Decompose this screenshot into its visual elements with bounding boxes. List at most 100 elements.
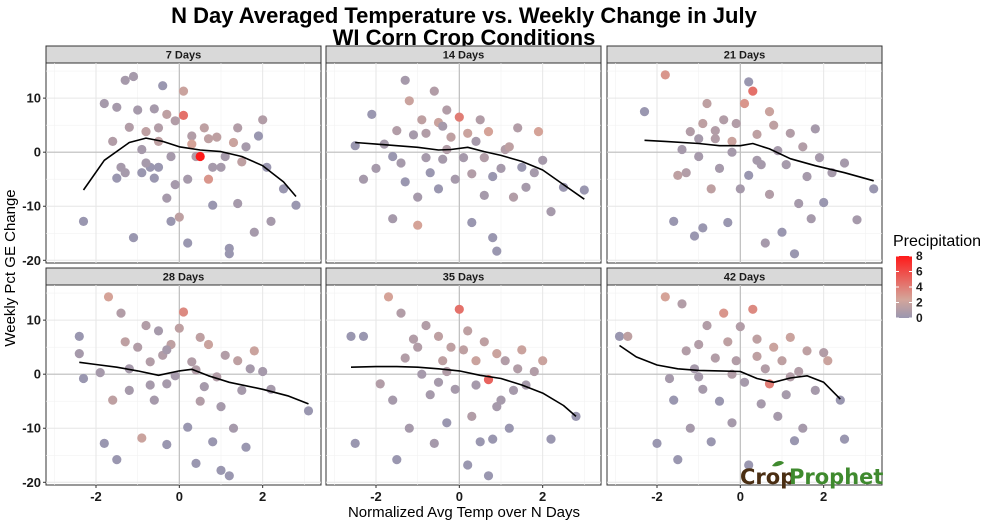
data-point	[529, 366, 539, 377]
data-point	[719, 308, 729, 318]
data-point	[208, 200, 218, 210]
cropprophet-logo: Crop Prophet	[740, 461, 883, 489]
data-point	[744, 460, 754, 470]
data-point	[538, 356, 548, 366]
data-point	[760, 238, 770, 248]
legend: Precipitation 02 46 8	[893, 233, 981, 325]
data-point	[764, 189, 775, 199]
trend-line	[350, 365, 577, 418]
data-point	[760, 364, 770, 374]
data-point	[694, 151, 704, 162]
data-point	[744, 170, 754, 180]
data-point	[488, 171, 498, 182]
facet-panels: 7 Days 14 Days 21 Days 28 Days 35 Days 42 Day…	[45, 45, 883, 486]
data-point	[442, 418, 452, 428]
logo-text-crop: Crop	[740, 465, 795, 489]
data-point	[458, 345, 469, 355]
data-point	[375, 379, 385, 389]
data-point	[483, 471, 494, 481]
data-point	[195, 396, 205, 406]
data-point	[810, 385, 820, 395]
legend-colorbar	[896, 256, 912, 318]
data-point	[508, 385, 519, 395]
data-point	[752, 334, 762, 344]
data-point	[350, 438, 360, 448]
data-point	[714, 396, 725, 406]
y-tick-label: -20	[22, 253, 41, 268]
facet-panel: 42 Days	[606, 267, 883, 486]
data-point	[120, 75, 130, 85]
data-point	[546, 207, 556, 217]
data-point	[216, 465, 226, 475]
data-point	[388, 151, 398, 162]
data-point	[249, 346, 259, 356]
data-point	[463, 128, 473, 138]
data-point	[706, 437, 716, 447]
data-point	[669, 395, 679, 405]
data-point	[438, 356, 448, 366]
legend-ticks: 02 46 8	[896, 249, 923, 325]
data-point	[78, 373, 89, 384]
data-point	[162, 109, 172, 119]
data-point	[216, 402, 226, 412]
data-point	[158, 81, 168, 91]
data-point	[504, 423, 514, 433]
trend-line	[644, 139, 874, 182]
data-point	[183, 422, 193, 432]
data-point	[623, 331, 633, 341]
data-point	[450, 174, 460, 184]
data-point	[178, 110, 189, 120]
data-point	[450, 384, 460, 394]
data-point	[723, 217, 733, 228]
data-point	[174, 323, 184, 333]
data-point	[744, 77, 754, 87]
data-point	[421, 320, 431, 331]
data-point	[463, 460, 473, 470]
data-point	[291, 200, 301, 210]
y-tick-label: 10	[27, 91, 41, 106]
data-point	[504, 142, 514, 152]
data-point	[664, 373, 675, 384]
data-point	[529, 168, 539, 178]
data-point	[839, 434, 850, 444]
data-point	[133, 105, 143, 115]
data-point	[262, 162, 272, 172]
data-point	[237, 385, 247, 395]
data-point	[794, 198, 804, 209]
x-axis-ticks: -2 0 2 -2 0 2 -2 0 2	[90, 485, 827, 504]
x-tick-label: -2	[651, 489, 663, 504]
data-point	[492, 402, 502, 412]
data-point	[137, 433, 147, 443]
data-point	[258, 366, 268, 377]
data-point	[802, 346, 812, 356]
data-point	[839, 158, 850, 168]
leaf-icon	[772, 461, 784, 467]
data-point	[408, 334, 419, 344]
data-point	[133, 342, 143, 352]
data-point	[727, 147, 737, 157]
data-point	[203, 134, 214, 144]
data-point	[74, 349, 84, 359]
data-point	[187, 357, 197, 367]
data-point	[735, 184, 745, 194]
data-point	[752, 155, 762, 165]
data-point	[241, 442, 251, 452]
data-point	[823, 356, 833, 366]
data-point	[170, 180, 180, 190]
data-point	[677, 299, 687, 309]
data-point	[220, 350, 230, 360]
x-tick-label: 2	[539, 489, 546, 504]
y-axis-ticks: -20 -10 0 10 -20 -10 0 10	[22, 91, 46, 490]
data-point	[208, 162, 218, 172]
data-point	[162, 379, 172, 389]
panel-background	[45, 284, 322, 486]
data-point	[471, 356, 481, 366]
data-point	[533, 127, 544, 137]
data-point	[187, 139, 197, 149]
facet-panel: 14 Days	[325, 45, 602, 264]
data-point	[245, 364, 255, 374]
data-point	[191, 458, 201, 468]
data-point	[546, 434, 556, 444]
data-point	[673, 170, 683, 180]
logo-text-prophet: Prophet	[789, 465, 883, 489]
